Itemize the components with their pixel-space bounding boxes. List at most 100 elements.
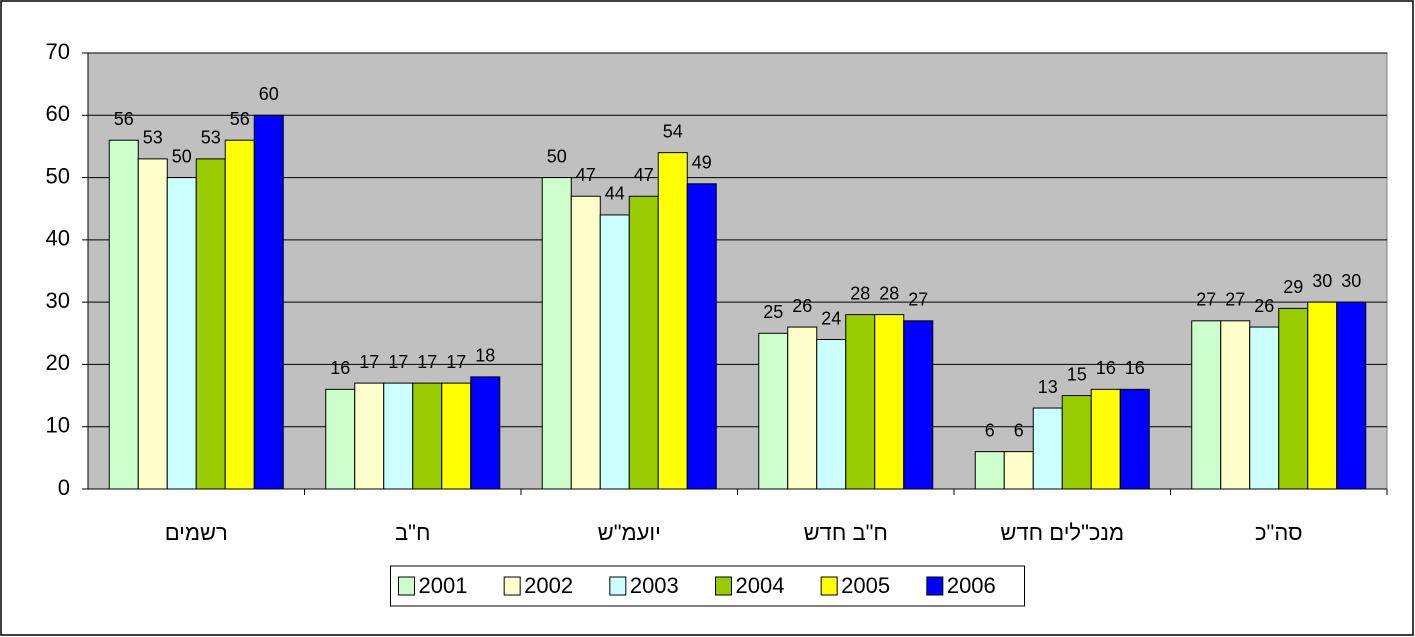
data-label: 15 — [1067, 364, 1087, 384]
bar — [1119, 388, 1150, 490]
data-label: 17 — [359, 352, 379, 372]
data-label: 53 — [143, 128, 163, 148]
bar — [758, 332, 789, 490]
legend-label: 2002 — [524, 573, 573, 598]
legend-swatch — [715, 576, 732, 596]
x-tick-label: ח"ב — [395, 520, 430, 545]
data-label: 17 — [388, 352, 408, 372]
bar — [816, 339, 847, 490]
legend-swatch — [820, 576, 838, 596]
bar — [1220, 320, 1251, 490]
bar — [903, 320, 934, 490]
bar — [224, 139, 255, 490]
bar — [325, 388, 356, 490]
data-label: 50 — [547, 146, 567, 166]
legend-label: 2003 — [630, 573, 679, 598]
data-label: 17 — [417, 352, 437, 372]
y-tick-label: 30 — [46, 288, 70, 313]
data-label: 17 — [446, 352, 466, 372]
data-label: 16 — [330, 358, 350, 378]
bar — [1090, 388, 1121, 490]
bar — [1336, 301, 1367, 490]
x-tick-label: סה"כ — [1255, 520, 1303, 545]
legend-swatch — [926, 576, 944, 596]
bar — [628, 195, 659, 490]
data-label: 28 — [879, 283, 899, 303]
bar — [441, 382, 472, 490]
data-label: 29 — [1283, 277, 1303, 297]
data-label: 13 — [1038, 377, 1058, 397]
data-label: 54 — [663, 121, 683, 141]
bar — [470, 376, 501, 490]
data-label: 26 — [792, 296, 812, 316]
bar — [1061, 395, 1092, 490]
legend-label: 2001 — [419, 573, 468, 598]
y-tick-label: 70 — [46, 39, 70, 64]
bar — [253, 114, 284, 490]
data-label: 16 — [1125, 358, 1145, 378]
y-tick-label: 20 — [46, 350, 70, 375]
data-label: 30 — [1312, 271, 1332, 291]
bar — [1278, 307, 1309, 490]
legend-swatch — [398, 576, 415, 596]
x-tick-label: ח"ב חדש — [804, 520, 888, 545]
y-tick-label: 60 — [46, 101, 70, 126]
bar — [108, 139, 139, 490]
data-label: 6 — [985, 420, 995, 440]
bar — [599, 214, 630, 490]
data-label: 6 — [1014, 420, 1024, 440]
bar — [874, 314, 905, 490]
data-label: 56 — [230, 109, 250, 129]
x-tick-label: רשמים — [165, 520, 228, 545]
data-label: 47 — [634, 165, 654, 185]
legend-label: 2004 — [736, 573, 785, 598]
data-label: 25 — [763, 302, 783, 322]
legend-box — [390, 565, 1025, 607]
data-label: 24 — [821, 308, 841, 328]
bar — [1249, 326, 1280, 490]
legend-swatch — [609, 576, 627, 596]
data-label: 16 — [1096, 358, 1116, 378]
bar — [1307, 301, 1338, 490]
bar — [1003, 451, 1034, 490]
bar — [383, 382, 414, 490]
bar — [354, 382, 385, 490]
legend-label: 2006 — [947, 573, 996, 598]
bar — [1032, 407, 1063, 490]
bar — [166, 177, 197, 490]
data-label: 26 — [1254, 296, 1274, 316]
data-label: 30 — [1341, 271, 1361, 291]
y-tick-label: 50 — [46, 163, 70, 188]
data-label: 27 — [908, 290, 928, 310]
data-label: 28 — [850, 283, 870, 303]
bar — [412, 382, 443, 490]
data-label: 50 — [172, 146, 192, 166]
bar — [686, 183, 717, 490]
data-label: 18 — [475, 346, 495, 366]
plot-area — [87, 52, 1388, 490]
data-label: 53 — [201, 128, 221, 148]
data-label: 47 — [576, 165, 596, 185]
bar — [657, 152, 688, 490]
legend-swatch — [503, 576, 521, 596]
bar — [845, 314, 876, 490]
legend-label: 2005 — [841, 573, 890, 598]
y-tick-label: 0 — [58, 475, 70, 500]
x-tick-label: יועמ"ש — [598, 520, 661, 545]
bar — [541, 177, 572, 490]
bar — [570, 195, 601, 490]
bar — [974, 451, 1005, 490]
bar — [195, 158, 226, 490]
y-tick-label: 40 — [46, 226, 70, 251]
bar — [137, 158, 168, 490]
data-label: 56 — [114, 109, 134, 129]
data-label: 49 — [692, 153, 712, 173]
data-label: 60 — [259, 84, 279, 104]
bar — [1191, 320, 1222, 490]
data-label: 44 — [605, 184, 625, 204]
y-tick-label: 10 — [46, 413, 70, 438]
data-label: 27 — [1225, 290, 1245, 310]
bar — [787, 326, 818, 490]
x-tick-label: מנכ"לים חדש — [1000, 520, 1124, 545]
